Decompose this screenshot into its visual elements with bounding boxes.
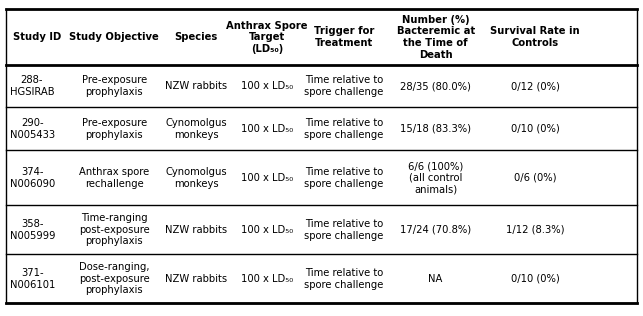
Text: 371-
N006101: 371- N006101 [10, 268, 55, 290]
Text: Cynomolgus
monkeys: Cynomolgus monkeys [165, 167, 227, 189]
Text: Pre-exposure
prophylaxis: Pre-exposure prophylaxis [82, 118, 147, 140]
Text: NZW rabbits: NZW rabbits [165, 81, 227, 91]
Text: 100 x LD₅₀: 100 x LD₅₀ [240, 81, 293, 91]
Text: 100 x LD₅₀: 100 x LD₅₀ [240, 173, 293, 183]
Text: 100 x LD₅₀: 100 x LD₅₀ [240, 225, 293, 235]
Text: 374-
N006090: 374- N006090 [10, 167, 55, 189]
Text: 0/10 (0%): 0/10 (0%) [511, 124, 559, 134]
Text: 28/35 (80.0%): 28/35 (80.0%) [400, 81, 471, 91]
Text: 100 x LD₅₀: 100 x LD₅₀ [240, 274, 293, 284]
Text: Survival Rate in
Controls: Survival Rate in Controls [491, 26, 580, 48]
Text: Time relative to
spore challenge: Time relative to spore challenge [304, 268, 384, 290]
Text: NZW rabbits: NZW rabbits [165, 274, 227, 284]
Text: 358-
N005999: 358- N005999 [10, 219, 55, 241]
Text: Time relative to
spore challenge: Time relative to spore challenge [304, 219, 384, 241]
Text: 100 x LD₅₀: 100 x LD₅₀ [240, 124, 293, 134]
Text: Pre-exposure
prophylaxis: Pre-exposure prophylaxis [82, 75, 147, 97]
Text: Dose-ranging,
post-exposure
prophylaxis: Dose-ranging, post-exposure prophylaxis [78, 262, 150, 295]
Text: Time relative to
spore challenge: Time relative to spore challenge [304, 167, 384, 189]
Text: Study ID: Study ID [13, 32, 61, 42]
Text: 1/12 (8.3%): 1/12 (8.3%) [506, 225, 565, 235]
Text: Study Objective: Study Objective [69, 32, 159, 42]
Text: Time relative to
spore challenge: Time relative to spore challenge [304, 118, 384, 140]
Text: 17/24 (70.8%): 17/24 (70.8%) [400, 225, 471, 235]
Text: Time-ranging
post-exposure
prophylaxis: Time-ranging post-exposure prophylaxis [78, 213, 150, 246]
Text: 288-
HGSIRAB: 288- HGSIRAB [10, 75, 54, 97]
Text: 0/12 (0%): 0/12 (0%) [511, 81, 560, 91]
Text: Species: Species [174, 32, 218, 42]
Text: 15/18 (83.3%): 15/18 (83.3%) [400, 124, 471, 134]
Text: Cynomolgus
monkeys: Cynomolgus monkeys [165, 118, 227, 140]
Text: Anthrax Spore
Target
(LD₅₀): Anthrax Spore Target (LD₅₀) [226, 21, 307, 54]
Text: Trigger for
Treatment: Trigger for Treatment [314, 26, 374, 48]
Text: NZW rabbits: NZW rabbits [165, 225, 227, 235]
Text: 6/6 (100%)
(all control
animals): 6/6 (100%) (all control animals) [408, 161, 463, 194]
Text: 0/6 (0%): 0/6 (0%) [514, 173, 557, 183]
Text: Number (%)
Bacteremic at
the Time of
Death: Number (%) Bacteremic at the Time of Dea… [397, 15, 475, 59]
Text: Time relative to
spore challenge: Time relative to spore challenge [304, 75, 384, 97]
Text: 290-
N005433: 290- N005433 [10, 118, 55, 140]
Text: 0/10 (0%): 0/10 (0%) [511, 274, 559, 284]
Text: Anthrax spore
rechallenge: Anthrax spore rechallenge [79, 167, 149, 189]
Text: NA: NA [428, 274, 443, 284]
